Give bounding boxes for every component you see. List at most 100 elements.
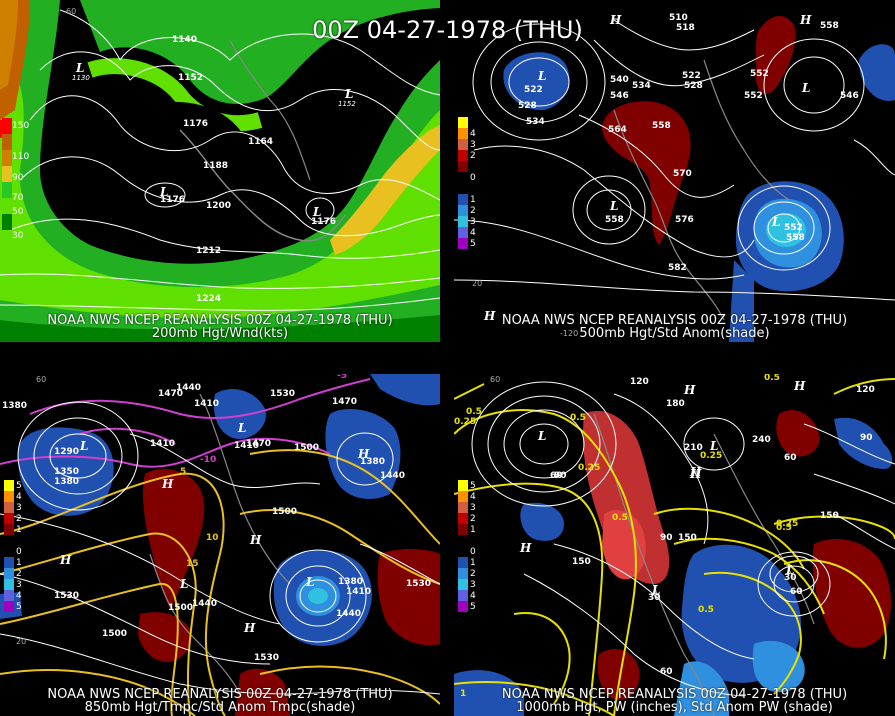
graticule-label: 60 — [490, 375, 500, 384]
contour-label: 1530 — [270, 389, 295, 399]
pw-label: 0.25 — [776, 519, 798, 529]
contour-label: 1188 — [203, 161, 228, 171]
colorbar-tick: 4 — [16, 492, 22, 502]
graticule-label: 60 — [66, 7, 76, 16]
pw-label: 0.5 — [776, 523, 792, 533]
colorbar-tick: 1 — [470, 195, 476, 205]
low-pressure-marker: L — [75, 61, 84, 75]
colorbar-tick: 4 — [470, 129, 476, 139]
colorbar-tick: 5 — [470, 481, 476, 491]
contour-label: 1440 — [176, 383, 201, 393]
low-pressure-marker: L — [79, 439, 88, 453]
contour-label: 1440 — [380, 471, 405, 481]
pw-label: 0.5 — [612, 513, 628, 523]
colorbar-std-anomaly: 5 4 3 2 1 0 1 2 3 4 5 — [458, 480, 476, 612]
contour-label: 1440 — [336, 609, 361, 619]
panel-caption-variable: 850mb Hgt/Tmpc/Std Anom Tmpc(shade) — [84, 700, 356, 715]
map-200mb: 60 150 110 90 70 50 30 1140 1130 1152 — [0, 0, 440, 342]
contour-label: 1212 — [196, 246, 221, 256]
contour-label: 570 — [673, 169, 692, 179]
high-pressure-marker: H — [249, 533, 262, 547]
contour-label: 1380 — [2, 401, 27, 411]
colorbar-tick: 5 — [470, 602, 476, 612]
colorbar-tick: 0 — [470, 173, 476, 183]
high-pressure-marker: H — [161, 477, 174, 491]
contour-label: 1224 — [196, 294, 221, 304]
contour-label: 1470 — [158, 389, 183, 399]
colorbar-tick: 70 — [12, 193, 24, 203]
low-pressure-marker: L — [537, 69, 546, 83]
contour-label: 1200 — [206, 201, 231, 211]
map-850mb: 5 4 3 2 1 0 1 2 3 4 5 60 20 -5 -10 5 10 … — [0, 374, 440, 716]
contour-label: 582 — [668, 263, 687, 273]
contour-label: 120 — [856, 385, 875, 395]
high-pressure-marker: H — [793, 379, 806, 393]
contour-label: 1530 — [406, 579, 431, 589]
contour-label: 1380 — [54, 477, 79, 487]
colorbar-tick: 4 — [470, 492, 476, 502]
colorbar-tick: 5 — [16, 481, 22, 491]
contour-label: 558 — [652, 121, 671, 131]
contour-label: 1410 — [194, 399, 219, 409]
colorbar-tick: 4 — [470, 591, 476, 601]
low-pressure-marker: L — [609, 199, 618, 213]
colorbar-tick: 3 — [470, 503, 476, 513]
pw-label: 0.25 — [700, 451, 722, 461]
panel-caption-source: NOAA NWS NCEP REANALYSIS 00Z 04-27-1978 … — [501, 313, 848, 328]
contour-label: 210 — [684, 443, 703, 453]
graticule-label: 20 — [16, 637, 26, 646]
pw-label: 1 — [460, 689, 466, 699]
colorbar-tick: 1 — [16, 558, 22, 568]
temperature-label: -5 — [337, 374, 347, 381]
panel-caption-variable: 200mb Hgt/Wnd(kts) — [151, 326, 289, 341]
panel-caption-source: NOAA NWS NCEP REANALYSIS 00Z 04-27-1978 … — [47, 313, 393, 328]
high-pressure-marker: H — [683, 383, 696, 397]
low-pressure-marker: L — [179, 577, 188, 591]
contour-label: 1410 — [346, 587, 371, 597]
low-pressure-marker: L — [159, 185, 168, 199]
high-pressure-marker: H — [689, 465, 702, 479]
contour-label: 150 — [820, 511, 839, 521]
contour-label: 1176 — [311, 217, 336, 227]
low-pressure-marker: L — [305, 575, 314, 589]
colorbar-tick: 0 — [470, 547, 476, 557]
colorbar-tick: 1 — [470, 525, 476, 535]
contour-label: 150 — [678, 533, 697, 543]
contour-label: 558 — [605, 215, 624, 225]
colorbar-std-anomaly: 5 4 3 2 1 0 1 2 3 4 5 — [4, 480, 22, 612]
colorbar-tick: 3 — [16, 580, 22, 590]
panel-500mb-height-anomaly: 4 3 2 0 1 2 3 4 5 20 -120 510 518 558 52… — [454, 0, 895, 342]
contour-label: 90 — [660, 533, 673, 543]
panel-caption-variable: 1000mb Hgt, PW (inches), Std Anom PW (sh… — [516, 700, 833, 715]
contour-label: 240 — [752, 435, 771, 445]
colorbar-tick: 110 — [12, 152, 29, 162]
contour-label: 90 — [860, 433, 873, 443]
high-pressure-marker: H — [483, 309, 496, 323]
contour-label: 1440 — [192, 599, 217, 609]
graticule-label: -120 — [560, 329, 578, 338]
low-pressure-marker: L — [237, 421, 246, 435]
contour-label: 30 — [784, 573, 797, 583]
high-pressure-marker: H — [689, 467, 702, 481]
colorbar-std-anomaly: 4 3 2 0 1 2 3 4 5 — [458, 117, 476, 249]
colorbar-tick: 2 — [470, 206, 476, 216]
contour-label: 540 — [610, 75, 629, 85]
colorbar-wind-speed: 150 110 90 70 50 30 — [2, 118, 29, 241]
high-pressure-marker: H — [799, 13, 812, 27]
contour-label: 30 — [648, 593, 661, 603]
colorbar-tick: 2 — [16, 514, 22, 524]
contour-label: 1380 — [360, 457, 385, 467]
contour-label: 528 — [518, 101, 537, 111]
low-pressure-marker: L — [771, 215, 780, 229]
contour-label: 1140 — [172, 35, 197, 45]
contour-label: 576 — [675, 215, 694, 225]
low-pressure-marker: L — [801, 81, 810, 95]
colorbar-tick: 5 — [470, 239, 476, 249]
contour-label: 90 — [554, 471, 567, 481]
contour-label: 60 — [660, 667, 673, 677]
contour-label: 1176 — [183, 119, 208, 129]
low-pressure-marker: L — [537, 429, 546, 443]
pw-label: 0.25 — [454, 417, 476, 427]
pw-label: 0.5 — [698, 605, 714, 615]
map-1000mb: 5 4 3 2 1 0 1 2 3 4 5 60 120 180 210 240… — [454, 374, 895, 716]
